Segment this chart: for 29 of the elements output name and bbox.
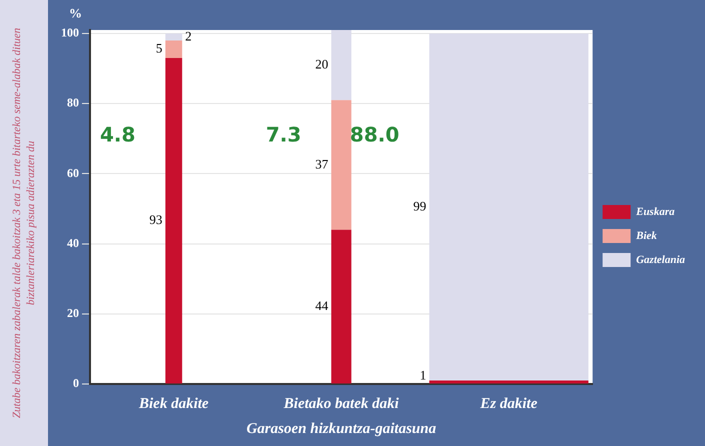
- legend-label: Gaztelania: [636, 254, 686, 266]
- legend-label: Biek: [635, 230, 658, 242]
- y-tick-label: 100: [61, 26, 79, 40]
- x-tick-label: Ez dakite: [479, 396, 538, 412]
- data-label: 1: [420, 367, 426, 382]
- data-label: 44: [315, 298, 329, 314]
- data-label: 93: [149, 212, 162, 228]
- data-label: 2: [185, 28, 192, 44]
- data-label: 99: [413, 198, 426, 214]
- y-tick-label: 20: [67, 306, 79, 320]
- legend-label: Euskara: [635, 206, 676, 218]
- y-tick-label: 40: [67, 236, 79, 250]
- data-label: 5: [156, 40, 162, 56]
- text: Zutabe bakoitzaren zabalerak talde bakoitzak 3 eta 15 urte bitarteko seme-alabak dituen biztanleriarekiko pisua adierazten du: [10, 26, 38, 420]
- bar: [331, 100, 352, 230]
- data-label: 37: [315, 156, 329, 172]
- annotation: 88.0: [350, 122, 400, 146]
- bar: [165, 40, 182, 58]
- data-label: 20: [315, 56, 328, 72]
- y-tick-label: 80: [67, 96, 79, 110]
- x-axis-title: Garasoen hizkuntza-gaitasuna: [246, 420, 437, 437]
- y-tick-label: 0: [73, 376, 79, 390]
- y-tick-label: 60: [67, 166, 79, 180]
- bar: [331, 230, 352, 384]
- x-tick-label: Bietako batek daki: [282, 396, 400, 412]
- y-axis-title: %: [69, 5, 82, 20]
- annotation: 7.3: [266, 122, 302, 146]
- annotation: 4.8: [100, 122, 136, 146]
- x-tick-label: Biek dakite: [138, 396, 209, 412]
